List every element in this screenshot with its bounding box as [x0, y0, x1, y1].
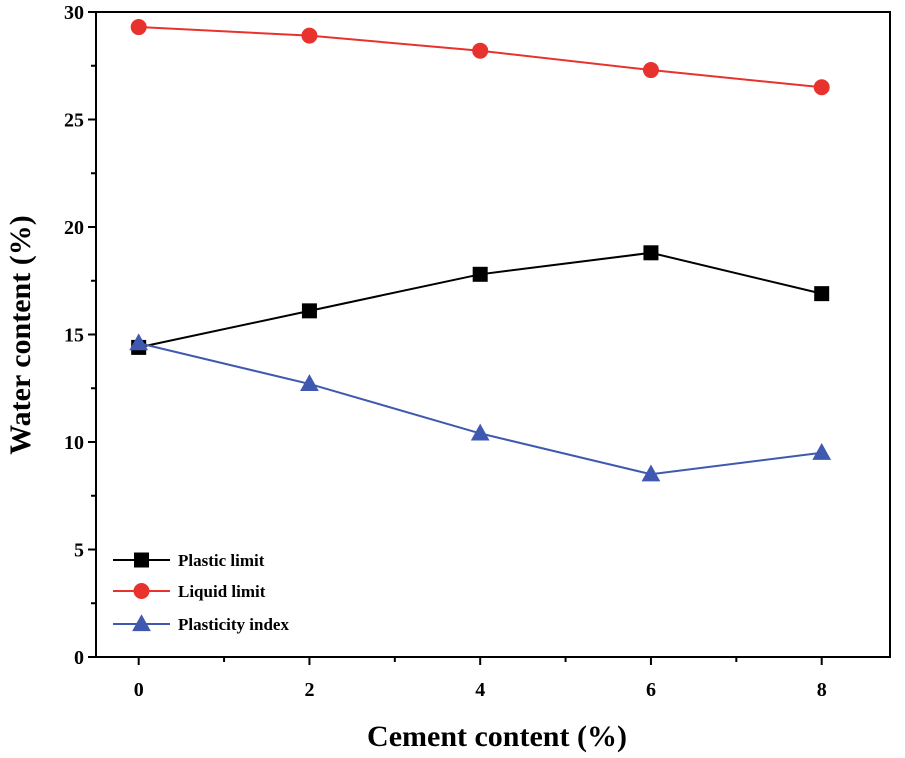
- x-tick-label: 4: [475, 679, 485, 701]
- legend-item-liquid-limit: Liquid limit: [113, 582, 266, 601]
- legend-item-plasticity-index: Plasticity index: [113, 614, 289, 634]
- y-tick-label: 0: [74, 647, 84, 669]
- legend: Plastic limit Liquid limit Plasticity inde…: [113, 551, 289, 634]
- y-tick-label: 25: [64, 110, 84, 132]
- series-liquid-limit: [130, 19, 830, 96]
- legend-label: Plastic limit: [178, 551, 265, 570]
- x-tick-label: 0: [134, 679, 144, 701]
- series-line-plasticity-index: [138, 342, 822, 476]
- data-point-liquid-limit: [301, 27, 318, 44]
- data-point-plastic-limit: [472, 266, 488, 282]
- y-tick-label: 30: [64, 2, 84, 24]
- data-point-plasticity-index: [470, 423, 490, 441]
- series-plasticity-index: [129, 333, 832, 482]
- series-layer: [129, 19, 832, 482]
- x-tick-label: 6: [646, 679, 656, 701]
- data-point-plastic-limit: [301, 303, 317, 319]
- y-tick-label: 20: [64, 217, 84, 239]
- legend-label: Liquid limit: [178, 582, 266, 601]
- legend-marker: [134, 552, 149, 568]
- plot-area: 0 5 10 15 20 25 30 0 2 4 6 8: [64, 2, 891, 701]
- legend-label: Plasticity index: [178, 615, 289, 634]
- data-point-plasticity-index: [641, 464, 661, 482]
- data-point-liquid-limit: [642, 62, 659, 79]
- y-tick-label: 15: [64, 325, 84, 347]
- data-point-plastic-limit: [643, 245, 659, 261]
- data-point-liquid-limit: [130, 19, 147, 36]
- series-plastic-limit: [131, 245, 830, 355]
- legend-marker: [132, 614, 151, 632]
- data-point-plastic-limit: [814, 286, 830, 302]
- data-point-liquid-limit: [472, 42, 489, 59]
- data-point-liquid-limit: [813, 79, 830, 96]
- legend-marker: [133, 583, 150, 599]
- x-tick-label: 8: [817, 679, 827, 701]
- x-tick-label: 2: [304, 679, 314, 701]
- data-point-plasticity-index: [129, 333, 149, 351]
- y-axis-title: Water content (%): [4, 215, 37, 454]
- legend-item-plastic-limit: Plastic limit: [113, 551, 265, 570]
- data-point-plasticity-index: [812, 442, 832, 460]
- y-tick-label: 10: [64, 432, 84, 454]
- data-point-plasticity-index: [300, 374, 319, 392]
- x-axis-title: Cement content (%): [367, 720, 627, 753]
- y-tick-label: 5: [74, 540, 84, 562]
